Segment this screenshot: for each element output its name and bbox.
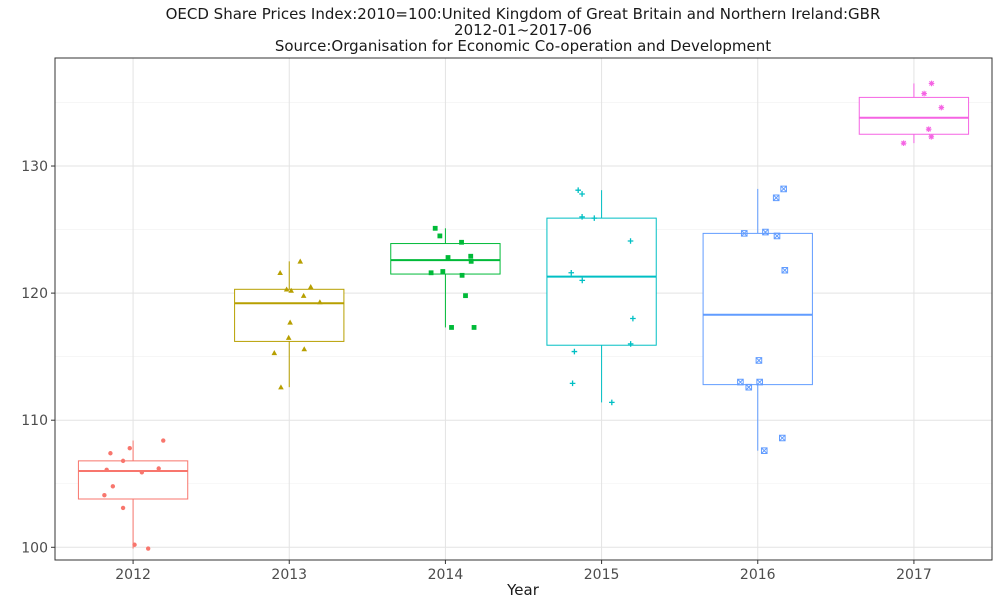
data-point — [928, 133, 935, 140]
data-point — [428, 270, 434, 276]
data-point — [278, 384, 284, 390]
data-point — [579, 191, 585, 197]
chart-title: OECD Share Prices Index:2010=100:United … — [166, 5, 881, 23]
box-2017 — [858, 83, 970, 144]
data-point — [627, 341, 634, 347]
data-point — [317, 299, 323, 305]
data-point — [287, 319, 293, 325]
data-point — [283, 286, 290, 292]
data-point — [737, 378, 744, 386]
data-point — [579, 277, 586, 284]
box-body — [77, 460, 189, 500]
y-tick-label: 130 — [21, 159, 48, 175]
data-point — [139, 470, 145, 475]
box-2014 — [390, 228, 501, 328]
chart-subtitle-source: Source:Organisation for Economic Co-oper… — [275, 37, 771, 55]
data-point — [110, 484, 116, 489]
data-point — [161, 438, 166, 443]
data-point — [591, 215, 598, 221]
data-point — [297, 258, 304, 264]
data-point — [468, 258, 474, 264]
data-point — [575, 187, 581, 193]
data-point — [440, 269, 446, 274]
data-point — [773, 232, 781, 240]
x-tick-label: 2016 — [740, 567, 776, 583]
data-point — [449, 325, 454, 330]
data-point — [285, 334, 292, 340]
data-point — [745, 383, 753, 391]
data-point — [579, 214, 585, 220]
data-point — [921, 90, 927, 97]
plot-panel-border — [54, 57, 993, 561]
data-point — [468, 253, 474, 259]
data-point — [740, 230, 748, 237]
data-point — [571, 348, 578, 355]
box-2012 — [77, 440, 189, 549]
boxes — [77, 83, 970, 549]
y-tick-label: 120 — [21, 286, 48, 302]
data-point — [928, 80, 935, 87]
data-point — [755, 357, 763, 364]
data-point — [760, 447, 768, 455]
box-body — [390, 243, 501, 275]
data-point — [762, 228, 769, 236]
data-point — [120, 505, 126, 511]
data-point — [459, 239, 464, 245]
data-point — [108, 451, 113, 456]
data-point — [756, 378, 763, 386]
box-2013 — [234, 261, 345, 388]
chart-subtitle-period: 2012-01~2017-06 — [454, 21, 592, 39]
data-point — [900, 140, 907, 146]
data-point — [271, 350, 278, 356]
data-point — [609, 399, 615, 406]
box-body — [546, 217, 657, 346]
data-point — [445, 255, 451, 260]
data-point — [120, 458, 126, 464]
box-2016 — [702, 188, 813, 451]
data-point — [127, 445, 132, 451]
x-tick-label: 2017 — [896, 567, 932, 583]
y-tick-label: 100 — [21, 540, 48, 556]
box-2015 — [546, 190, 657, 403]
data-point — [432, 225, 438, 231]
data-point — [104, 467, 109, 472]
grid — [55, 58, 992, 560]
data-point — [925, 126, 932, 132]
data-point — [463, 293, 468, 299]
data-point — [630, 315, 636, 322]
data-point — [471, 325, 477, 330]
x-axis-title: Year — [506, 581, 540, 599]
data-point — [781, 266, 789, 274]
data-point — [102, 492, 107, 498]
data-point — [156, 466, 161, 471]
data-points — [102, 80, 945, 551]
data-point — [132, 542, 137, 547]
data-point — [277, 269, 283, 276]
data-point — [437, 233, 443, 239]
x-tick-label: 2012 — [115, 567, 151, 583]
data-point — [301, 346, 308, 352]
data-point — [569, 380, 576, 387]
axes: 100 110 120 130 2012 2013 2014 2015 2016 2017 — [21, 159, 931, 583]
data-point — [780, 185, 787, 193]
x-tick-label: 2015 — [584, 567, 620, 583]
data-point — [568, 269, 575, 276]
x-tick-label: 2014 — [428, 567, 464, 583]
data-point — [145, 546, 151, 551]
data-point — [772, 194, 780, 202]
data-point — [627, 238, 634, 244]
y-tick-label: 110 — [21, 413, 48, 429]
data-point — [307, 283, 314, 289]
data-point — [300, 292, 307, 298]
box-body — [858, 96, 970, 135]
data-point — [288, 287, 294, 293]
x-tick-label: 2013 — [271, 567, 307, 583]
box-body — [234, 288, 345, 342]
data-point — [938, 104, 945, 111]
data-point — [779, 434, 786, 442]
data-point — [459, 272, 465, 278]
